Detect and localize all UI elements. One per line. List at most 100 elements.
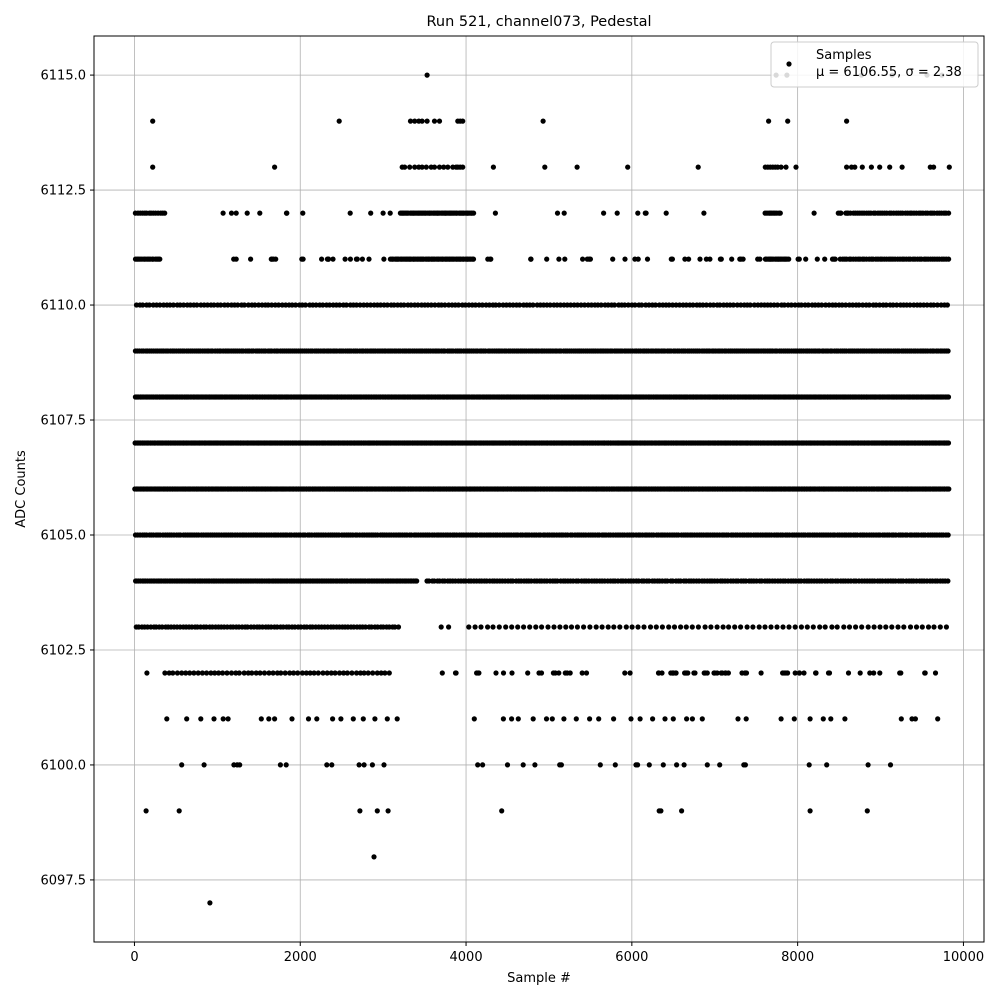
data-point <box>804 624 810 630</box>
data-point <box>361 762 367 768</box>
data-point <box>359 256 365 262</box>
data-point <box>556 256 562 262</box>
data-point <box>157 302 163 308</box>
data-point <box>837 210 843 216</box>
data-point <box>382 670 388 676</box>
data-point <box>344 670 350 676</box>
data-point <box>277 762 283 768</box>
data-point <box>732 624 738 630</box>
data-point <box>660 762 666 768</box>
data-point <box>360 716 366 722</box>
data-point <box>220 210 226 216</box>
data-point <box>868 164 875 170</box>
data-point <box>545 624 551 630</box>
data-point <box>453 670 459 676</box>
data-point <box>496 302 502 308</box>
data-point <box>295 670 301 676</box>
data-point <box>543 716 550 722</box>
data-point <box>912 716 919 722</box>
data-point <box>647 624 654 630</box>
data-point <box>504 762 511 768</box>
data-point <box>574 624 581 630</box>
data-point <box>623 624 629 630</box>
data-point <box>681 762 687 768</box>
data-point <box>901 624 907 630</box>
data-point <box>392 624 398 630</box>
data-point <box>547 302 553 308</box>
data-point <box>798 624 805 630</box>
data-point <box>253 670 259 676</box>
data-point <box>730 302 737 308</box>
y-axis-label: ADC Counts <box>14 450 29 528</box>
data-point <box>445 164 451 170</box>
x-tick-label: 4000 <box>450 950 483 965</box>
x-axis-label: Sample # <box>507 971 571 986</box>
legend-series-name: Samples <box>816 48 872 63</box>
data-point <box>336 118 342 124</box>
data-point <box>236 670 242 676</box>
data-point <box>686 256 692 262</box>
data-point <box>946 210 952 216</box>
data-point <box>258 716 264 722</box>
data-point <box>786 256 792 262</box>
data-point <box>726 624 732 630</box>
data-point <box>327 302 333 308</box>
data-point <box>407 118 414 124</box>
data-point <box>844 210 850 216</box>
data-point <box>805 302 811 308</box>
data-point <box>361 670 367 676</box>
data-point <box>718 670 724 676</box>
data-point <box>204 670 210 676</box>
data-point <box>438 624 444 630</box>
data-point <box>708 624 714 630</box>
data-point <box>338 716 344 722</box>
data-points <box>132 72 952 906</box>
data-point <box>791 716 797 722</box>
data-point <box>503 624 509 630</box>
data-point <box>632 302 638 308</box>
data-point <box>191 670 197 676</box>
data-point <box>887 164 893 170</box>
data-point <box>866 302 872 308</box>
data-point <box>844 118 850 124</box>
data-point <box>907 624 914 630</box>
data-point <box>490 164 496 170</box>
data-point <box>757 256 763 262</box>
x-tick-label: 8000 <box>781 950 814 965</box>
data-point <box>395 624 402 630</box>
data-point <box>324 762 330 768</box>
data-point <box>859 164 865 170</box>
data-point <box>738 624 744 630</box>
data-point <box>669 256 676 262</box>
data-point <box>384 302 390 308</box>
y-tick-label: 6115.0 <box>41 69 87 84</box>
data-point <box>419 118 425 124</box>
data-point <box>822 624 828 630</box>
data-point <box>670 670 677 676</box>
data-point <box>527 624 533 630</box>
data-point <box>792 670 798 676</box>
data-point <box>811 210 817 216</box>
data-point <box>666 624 672 630</box>
data-point <box>305 716 312 722</box>
data-point <box>579 670 585 676</box>
data-point <box>883 302 889 308</box>
data-point <box>834 624 840 630</box>
data-point <box>747 302 753 308</box>
data-point <box>662 716 668 722</box>
data-point <box>146 302 152 308</box>
data-point <box>843 302 849 308</box>
data-point <box>357 302 363 308</box>
data-point <box>587 716 593 722</box>
data-point <box>564 670 570 676</box>
y-tick-label: 6102.5 <box>41 643 87 658</box>
data-point <box>758 670 764 676</box>
data-point <box>378 670 384 676</box>
data-point <box>470 256 477 262</box>
data-point <box>820 716 826 722</box>
data-point <box>924 302 930 308</box>
data-point <box>561 210 567 216</box>
data-point <box>582 302 588 308</box>
data-point <box>796 670 802 676</box>
data-point <box>493 670 499 676</box>
